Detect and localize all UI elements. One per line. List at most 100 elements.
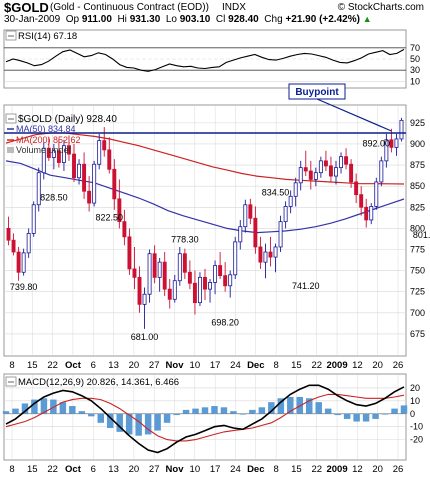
- candle-body: [117, 198, 122, 223]
- macd-histogram-bar: [287, 396, 294, 414]
- price-candle: [36, 167, 41, 212]
- price-annotation-label: 739.80: [10, 282, 38, 292]
- rsi-tick-label: 50: [410, 54, 420, 64]
- macd-tick-label: -10: [410, 422, 423, 432]
- macd-histogram-bar: [220, 407, 228, 414]
- candle-body: [308, 170, 313, 180]
- buypoint-label: Buypoint: [295, 87, 339, 98]
- candle-body: [97, 140, 102, 165]
- price-annotation-label: 892.00: [363, 139, 391, 149]
- candle-body: [399, 119, 404, 140]
- price-candle: [87, 176, 92, 212]
- price-candle: [323, 150, 328, 171]
- quote-change: Chg +21.90 (+2.42%): [264, 14, 360, 25]
- price-candle: [349, 159, 354, 188]
- macd-histogram-bar: [59, 402, 67, 414]
- candle-body: [107, 149, 112, 170]
- volume-legend-label: Volume undef: [16, 145, 72, 155]
- macd-histogram-bar: [277, 398, 285, 414]
- ma200-line: [5, 132, 405, 185]
- candle-body: [258, 246, 263, 263]
- price-tick-label: 775: [410, 244, 425, 254]
- price-annotation-label: 778.30: [171, 235, 199, 245]
- price-candle: [253, 206, 258, 254]
- macd-x-tick-label: Nov: [166, 464, 185, 475]
- price-annotation-label: 741.20: [292, 281, 320, 291]
- candle-body: [313, 172, 318, 180]
- candle-body: [167, 288, 172, 300]
- candle-body: [349, 163, 354, 183]
- price-x-tick-label: 24: [230, 360, 241, 371]
- price-annotation-label: 681.00: [131, 332, 159, 342]
- macd-x-tick-label: 10: [190, 464, 201, 475]
- candle-body: [248, 204, 253, 219]
- price-x-tick-label: 8: [273, 360, 278, 371]
- macd-tick-label: -20: [410, 435, 423, 445]
- macd-histogram-bar: [182, 409, 190, 414]
- price-candle: [117, 179, 122, 229]
- candle-body: [253, 217, 258, 248]
- macd-histogram-bar: [268, 402, 275, 414]
- price-candle: [132, 246, 137, 290]
- candle-body: [187, 271, 192, 284]
- candle-body: [41, 147, 46, 174]
- price-tick-label: 875: [410, 160, 425, 170]
- price-annotation-label: 822.50: [96, 212, 124, 222]
- price-x-tick-label: 22: [311, 360, 322, 371]
- price-candle: [177, 246, 182, 286]
- ticker-title: $GOLD: [4, 0, 49, 15]
- macd-histogram-bar: [50, 399, 57, 414]
- price-candle: [182, 248, 187, 280]
- macd-line: [5, 384, 405, 454]
- price-annotation-label: 698.20: [211, 317, 239, 327]
- price-candle: [172, 274, 177, 303]
- quote-low: Lo 903.10: [165, 14, 211, 25]
- buypoint-box: Buypoint: [288, 83, 346, 100]
- price-candle: [147, 249, 152, 303]
- price-candle: [82, 152, 87, 199]
- price-candle: [6, 216, 11, 246]
- candle-body: [157, 261, 162, 278]
- candle-body: [268, 251, 273, 258]
- macd-x-tick-label: Oct: [65, 464, 82, 475]
- price-candle: [359, 186, 364, 216]
- rsi-tick-label: 30: [410, 65, 420, 75]
- price-x-tick-label: 26: [393, 360, 404, 371]
- price-candle: [364, 198, 369, 228]
- price-candle: [192, 270, 197, 315]
- macd-x-tick-label: 20: [372, 464, 383, 475]
- candle-body: [172, 280, 177, 300]
- price-x-tick-label: 27: [149, 360, 160, 371]
- candle-body: [102, 140, 107, 151]
- macd-histogram-bar: [163, 413, 171, 423]
- price-candle: [112, 159, 117, 210]
- price-candle: [379, 156, 384, 187]
- macd-histogram: [2, 396, 408, 436]
- candle-body: [218, 265, 223, 277]
- price-tick-label: 675: [410, 329, 425, 339]
- candle-body: [334, 167, 338, 177]
- candle-body: [228, 274, 233, 287]
- price-x-tick-label: 8: [9, 360, 14, 371]
- candle-body: [82, 163, 87, 192]
- price-candle: [67, 135, 71, 161]
- macd-histogram-bar: [230, 411, 237, 414]
- price-candle: [283, 201, 288, 229]
- candle-body: [67, 145, 71, 155]
- candle-body: [198, 276, 202, 304]
- candle-body: [56, 150, 61, 163]
- macd-title: MACD(12,26,9) 20.826, 14.361, 6.466: [18, 377, 179, 388]
- price-candle: [41, 142, 46, 180]
- candle-body: [182, 253, 187, 273]
- macd-histogram-bar: [334, 413, 341, 416]
- price-tick-label: 850: [410, 181, 425, 191]
- macd-histogram-bar: [400, 405, 408, 414]
- candle-body: [374, 181, 379, 207]
- macd-histogram-bar: [69, 406, 76, 414]
- price-tick-label: 825: [410, 202, 425, 212]
- price-tick-label: 925: [410, 118, 425, 128]
- price-candle: [399, 117, 404, 142]
- price-panel: 675 700 725 750 775 800 825 850 875 900 925 8 15 22 O…: [3, 83, 430, 371]
- price-candle: [273, 243, 278, 273]
